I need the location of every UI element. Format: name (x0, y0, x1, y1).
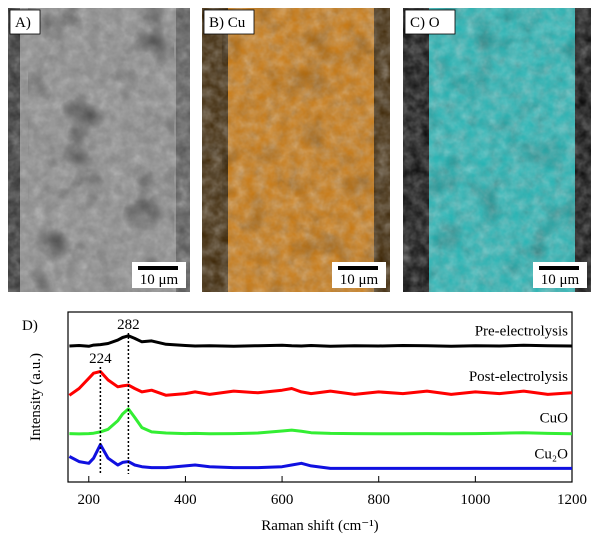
panel-label: C) O (410, 15, 440, 31)
x-tick-label: 1000 (460, 492, 490, 508)
series-label: Cu₂O (534, 446, 568, 462)
spectrum-line (69, 409, 572, 434)
peak-label: 224 (89, 351, 112, 367)
x-tick-label: 400 (174, 492, 197, 508)
dark-spots (28, 8, 174, 292)
y-axis-label: Intensity (a.u.) (28, 353, 44, 441)
x-tick-label: 1200 (557, 492, 587, 508)
scale-bar-label: 10 μm (140, 272, 179, 288)
series-label: CuO (540, 411, 569, 427)
dark-spots (423, 8, 575, 292)
x-axis-label: Raman shift (cm⁻¹) (261, 518, 378, 534)
series-label: Pre-electrolysis (475, 323, 568, 339)
peak-label: 282 (117, 317, 140, 333)
dark-spots (222, 8, 374, 292)
scale-bar (138, 266, 178, 270)
x-tick-label: 600 (271, 492, 294, 508)
scale-bar-label: 10 μm (340, 272, 379, 288)
panel-label: B) Cu (209, 15, 246, 31)
figure: A) 10 μm B) Cu 10 μm C) O 10 μm D) 200 400 600 800… (0, 0, 596, 542)
scale-bar (539, 266, 579, 270)
spectrum-line (69, 445, 572, 469)
series-label: Post-electrolysis (469, 369, 568, 385)
scale-bar (338, 266, 378, 270)
scale-bar-label: 10 μm (541, 272, 580, 288)
x-tick-label: 800 (367, 492, 390, 508)
x-tick-label: 200 (78, 492, 101, 508)
panel-label: D) (22, 318, 38, 334)
panel-label: A) (15, 15, 31, 31)
